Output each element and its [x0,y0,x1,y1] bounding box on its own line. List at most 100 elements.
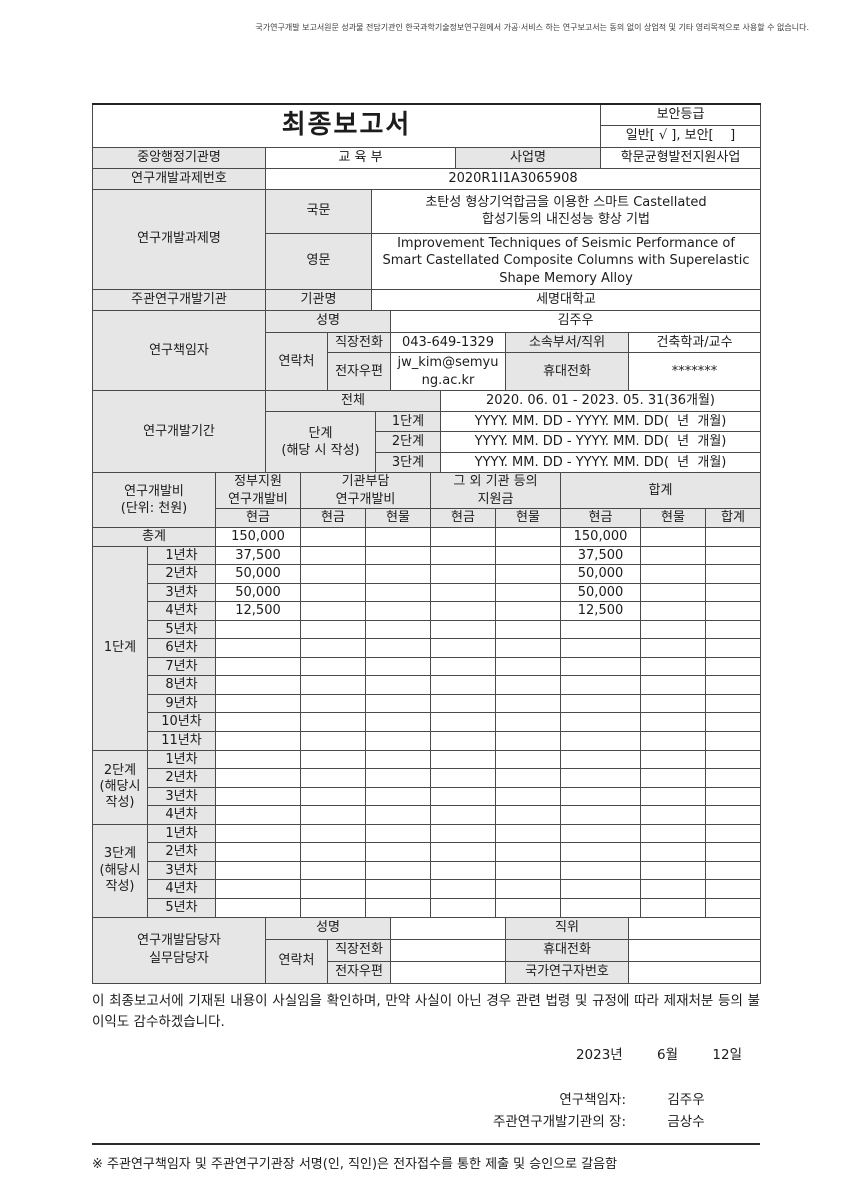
budget-empty-cell [300,601,366,621]
period-stage3-value: YYYY. MM. DD - YYYY. MM. DD( 년 개월) [440,451,762,474]
budget-empty-cell [705,564,762,584]
project-title-label: 연구개발과제명 [92,188,266,290]
budget-empty-cell [494,712,562,733]
budget-empty-cell [494,879,562,899]
budget-empty-cell [640,564,707,584]
budget-sum-cash [560,619,642,640]
org-name-label: 기관명 [265,288,372,311]
budget-year-row: 3단계 (해당시 작성) 1년차 [92,823,762,918]
budget-empty-cell [705,823,762,844]
budget-empty-cell [640,879,707,899]
budget-empty-cell [494,823,562,844]
budget-year-label: 3년차 [147,786,216,807]
budget-year-label: 3년차 [147,860,216,881]
budget-gov-cash [215,768,301,788]
budget-year-label: 7년차 [147,656,216,677]
budget-empty-cell [705,619,762,640]
budget-empty-cell [494,527,562,547]
budget-year-label: 10년차 [147,712,216,733]
budget-empty-cell [640,582,707,603]
budget-empty-cell [430,768,496,788]
staff-mobile-label: 휴대전화 [505,938,630,962]
budget-gov-cash [215,638,301,658]
budget-year-row: 2년차 [93,842,762,862]
budget-empty-cell [365,564,431,584]
pi-label: 연구책임자 [92,309,266,392]
budget-empty-cell [300,638,366,658]
report-date: 2023년 6월 12일 [575,1046,742,1063]
final-report-form: 최종보고서 보안등급 일반[ √ ], 보안[ ] 중앙행정기관명 교 육 부 … [92,103,762,1173]
org-head-signature-label: 주관연구개발기관의 장: [492,1113,626,1130]
budget-gov-cash [215,842,301,862]
budget-year-row: 2년차 [93,768,762,788]
budget-gov-cash [215,786,301,807]
budget-year-row: 11년차 [93,731,762,751]
budget-sum-cash: 37,500 [560,545,642,566]
budget-empty-cell [705,860,762,881]
budget-total-label: 총계 [92,527,216,547]
budget-year-label: 11년차 [147,731,216,751]
budget-year-row: 8년차 [93,675,762,695]
pi-mobile-value: ******* [628,352,762,392]
signature-note: ※ 주관연구책임자 및 주관연구기관장 서명(인, 직인)은 전자접수를 통한 … [92,1157,618,1173]
budget-empty-cell [430,582,496,603]
budget-empty-cell [300,805,366,825]
budget-empty-cell [494,805,562,825]
budget-empty-cell [430,564,496,584]
budget-year-row: 4년차 [93,805,762,825]
pi-name-label: 성명 [264,309,392,333]
budget-empty-cell [300,749,366,770]
budget-year-label: 4년차 [147,805,216,825]
budget-empty-cell [430,860,496,881]
budget-empty-cell [365,545,431,566]
project-title-table: 연구개발과제명 국문 초탄성 형상기억합금을 이용한 스마트 Castellat… [92,188,761,290]
budget-empty-cell [705,749,762,770]
budget-empty-cell [365,712,431,733]
budget-empty-cell [640,545,707,566]
budget-empty-cell [430,823,496,844]
budget-empty-cell [705,693,762,714]
budget-empty-cell [640,786,707,807]
staff-researcher-no-value [628,960,762,984]
budget-empty-cell [494,731,562,751]
budget-sum-cash [560,731,642,751]
budget-empty-cell [365,879,431,899]
staff-email-value [390,960,507,984]
budget-empty-cell [705,638,762,658]
project-no-label: 연구개발과제번호 [92,167,266,190]
budget-year-row: 6년차 [93,638,762,658]
budget-gov-cash [215,675,301,695]
budget-sum-cash [560,693,642,714]
budget-empty-cell [300,564,366,584]
staff-position-value [628,916,762,940]
budget-section-label: 연구개발비 (단위: 천원) [92,472,216,529]
period-table: 연구개발기간 전체 2020. 06. 01 - 2023. 05. 31(36… [92,390,762,474]
budget-empty-cell [640,842,707,862]
budget-empty-cell [494,545,562,566]
budget-empty-cell [494,601,562,621]
project-no-value: 2020R1I1A3065908 [265,167,761,190]
english-title-label: 영문 [265,232,372,290]
budget-empty-cell [705,712,762,733]
budget-subheader-cash: 현금 [560,508,642,529]
budget-year-label: 8년차 [147,675,216,695]
budget-empty-cell [705,786,762,807]
budget-empty-cell [365,731,431,751]
budget-empty-cell [365,656,431,677]
budget-empty-cell [365,897,431,918]
budget-empty-cell [494,860,562,881]
staff-contact-label: 연락처 [265,938,328,984]
budget-gov-cash [215,712,301,733]
pi-contact-label: 연락처 [265,331,328,392]
budget-year-row: 1단계 1년차 37,500 37,500 [92,545,762,751]
budget-empty-cell [300,897,366,918]
budget-total-sum-cash: 150,000 [560,527,642,547]
budget-empty-cell [300,527,366,547]
budget-empty-cell [365,786,431,807]
budget-empty-cell [705,527,762,547]
budget-empty-cell [300,731,366,751]
budget-year-row: 7년차 [93,656,762,677]
budget-empty-cell [430,656,496,677]
staff-name-value [390,916,507,940]
budget-sum-cash [560,823,642,844]
